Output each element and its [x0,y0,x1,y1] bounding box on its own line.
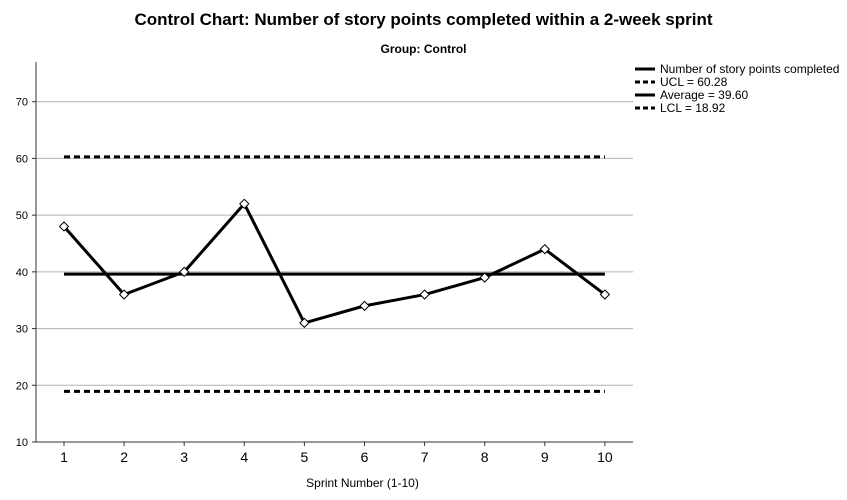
data-point-marker [178,266,190,278]
x-tick-label: 3 [180,449,188,465]
data-point-marker [299,317,310,329]
y-tick-label: 10 [16,437,28,449]
legend-item-average: Average = 39.60 [634,89,844,101]
x-axis-ticks: 1 2 3 4 5 6 7 8 9 10 [60,442,613,465]
data-point-marker [599,289,611,300]
y-tick-label: 40 [16,267,28,279]
x-tick-label: 6 [361,449,369,465]
y-tick-label: 20 [16,380,28,392]
y-tick-label: 50 [16,210,28,222]
data-point-marker [58,221,70,232]
data-point-marker [118,289,130,300]
series-line [62,202,606,325]
data-point-marker [419,289,430,300]
legend-swatch-solid [635,67,655,71]
legend-item-ucl: UCL = 60.28 [634,76,844,88]
y-tick-label: 60 [16,153,28,165]
y-axis-ticks: 10 20 30 40 50 60 70 [16,97,36,449]
legend-item-lcl: LCL = 18.92 [634,102,844,114]
y-tick-label: 30 [16,324,28,336]
data-point-marker [239,198,250,209]
legend-swatch-solid [635,93,655,97]
data-point-marker [539,243,551,255]
legend-item-series: Number of story points completed [634,63,844,75]
data-point-marker [359,300,370,312]
legend: Number of story points completed UCL = 6… [634,63,844,115]
x-tick-label: 7 [421,449,429,465]
reference-lines [64,155,605,393]
legend-label: UCL = 60.28 [660,75,728,89]
legend-label: Average = 39.60 [660,88,749,102]
chart-subtitle: Group: Control [380,42,467,56]
x-tick-label: 10 [597,449,613,465]
x-tick-label: 8 [481,449,489,465]
legend-swatch-dashed [635,80,655,84]
x-tick-label: 2 [120,449,128,465]
x-axis-title: Sprint Number (1-10) [306,476,419,490]
x-tick-label: 1 [60,449,68,465]
gridlines [36,101,633,386]
y-tick-label: 70 [16,97,28,109]
x-tick-label: 9 [541,449,549,465]
x-tick-label: 5 [301,449,309,465]
data-point-marker [479,272,490,283]
legend-label: Number of story points completed [660,62,840,76]
series-layer [58,198,611,329]
x-tick-label: 4 [240,449,248,465]
chart-title: Control Chart: Number of story points co… [134,10,713,29]
legend-swatch-dashed [635,106,655,110]
axes [35,62,633,443]
legend-label: LCL = 18.92 [660,101,726,115]
